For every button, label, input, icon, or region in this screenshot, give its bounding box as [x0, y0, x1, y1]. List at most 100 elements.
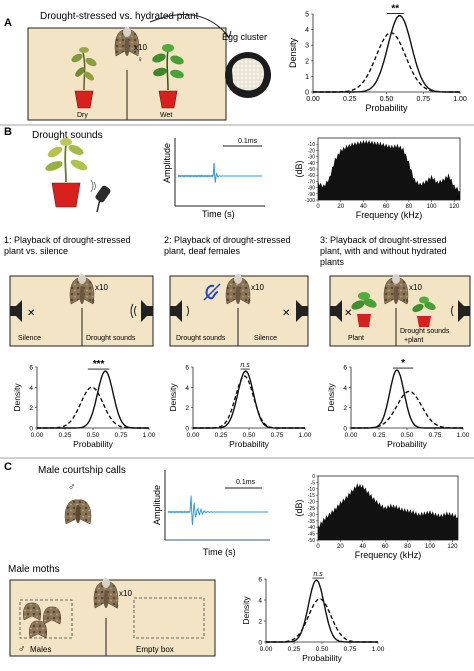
exp3-title: 3: Playback of drought-stressed [320, 235, 447, 245]
solid-density-line [351, 369, 463, 429]
freq-axis-label: Frequency (kHz) [356, 210, 423, 220]
x-tick-label: 0.00 [31, 432, 44, 439]
moth-icon [43, 606, 61, 625]
dashed-density-line [313, 32, 460, 93]
freq-tick-label: 20 [337, 544, 344, 550]
egg-cluster-label: Egg cluster [222, 32, 267, 42]
db-tick-label: -10 [308, 487, 315, 493]
panel-a: A Drought-stressed vs. hydrated plant Dr… [4, 4, 467, 121]
moth-icon [114, 27, 140, 57]
db-axis-label: (dB) [294, 499, 304, 516]
freq-tick-label: 80 [404, 544, 411, 550]
speaker-icon [296, 300, 308, 322]
ear-icon [205, 284, 219, 300]
speaker-icon [330, 300, 342, 322]
db-tick-label: -80 [308, 186, 315, 192]
y-axis-label: Density [241, 596, 251, 625]
speaker-icon [10, 300, 22, 322]
dashed-density-line [351, 390, 463, 429]
exp1-title: 1: Playback of drought-stressed [4, 235, 131, 245]
x-axis-label: Probability [365, 103, 408, 113]
moth-count-b1: x10 [95, 283, 108, 292]
female-symbol-icon: ♀ [114, 602, 120, 611]
significance-label: * [401, 358, 405, 369]
wet-label: Wet [160, 112, 172, 119]
hydrated-plant-icon [412, 296, 436, 327]
y-tick-label: 2 [305, 58, 309, 65]
male-symbol-icon: ♂ [18, 644, 26, 655]
freq-tick-label: 120 [449, 204, 460, 210]
db-tick-label: -100 [305, 198, 315, 204]
experiment-1: 1: Playback of drought-stressed plant vs… [4, 235, 131, 256]
y-axis-label: Density [288, 37, 298, 68]
mute-x-icon: ✕ [282, 308, 290, 319]
speaker-icon [170, 300, 189, 322]
x-tick-label: 0.75 [344, 646, 357, 653]
speaker-icon [130, 300, 153, 322]
density-chart-b2: 0.00 0.25 0.50 0.75 1.00 0 2 4 6 Probability Densi… [168, 362, 312, 449]
scale-bar-label: 0.1ms [238, 138, 258, 145]
mute-x-icon: ✕ [27, 308, 35, 319]
moth-icon [93, 578, 119, 609]
time-label: Time (s) [203, 547, 236, 557]
y-axis-label: Density [12, 383, 22, 412]
y-tick-label: 3 [305, 43, 309, 50]
experiment-2: 2: Playback of drought-stressed plant, d… [164, 235, 291, 256]
freq-tick-label: 80 [406, 204, 413, 210]
y-tick-label: 1 [305, 74, 309, 81]
panel-letter-b: B [4, 126, 12, 138]
moth-count-b2: x10 [251, 283, 264, 292]
db-tick-label: -50 [308, 167, 315, 173]
dashed-density-line [193, 375, 305, 429]
db-tick-label: -70 [308, 179, 315, 185]
x-tick-label: 1.00 [143, 432, 156, 439]
solid-density-line [266, 579, 378, 643]
moth-icon [69, 274, 95, 305]
spectrum-area [318, 483, 458, 540]
hydrated-plant-icon [351, 292, 377, 327]
moth-count-c: x10 [119, 589, 132, 598]
moth-count-b3: x10 [409, 283, 422, 292]
exp2-title-line2: plant, deaf females [164, 246, 241, 256]
moth-count-a: x10 [134, 43, 147, 52]
y-tick-label: 4 [185, 385, 189, 392]
wet-plant-icon [152, 44, 184, 109]
solid-density-line [193, 370, 305, 429]
scale-bar-label: 0.1ms [236, 479, 256, 486]
db-tick-label: -5 [311, 480, 316, 486]
amplitude-label: Amplitude [152, 485, 162, 525]
db-tick-label: -15 [308, 493, 315, 499]
db-tick-label: -20 [308, 500, 315, 506]
moth-icon [23, 602, 41, 621]
egg-cluster-icon [225, 52, 271, 98]
empty-box-label: Empty box [136, 645, 174, 654]
freq-tick-label: 40 [360, 204, 367, 210]
freq-superscript: 8 [457, 194, 460, 199]
freq-tick-label: 100 [425, 544, 436, 550]
x-tick-label: 0.25 [373, 432, 386, 439]
db-tick-label: -25 [308, 506, 315, 512]
y-tick-label: 4 [29, 385, 33, 392]
exp1-title-line2: plant vs. silence [4, 246, 68, 256]
spectrum-area [318, 139, 460, 200]
b2-left-label: Drought sounds [176, 335, 226, 342]
panel-letter-c: C [4, 461, 12, 473]
significance-label: n.s [313, 571, 323, 578]
spectrum-chart-c: 0-5-10-15-20-25-30-35-40-45-500 20 40 60 80 1… [294, 474, 459, 560]
db-tick-label: -35 [308, 519, 315, 525]
y-tick-label: 6 [258, 577, 262, 584]
drought-plant-icon [45, 138, 88, 208]
moth-icon [225, 274, 251, 305]
db-tick-label: -50 [308, 538, 315, 544]
db-tick-label: -40 [308, 525, 315, 531]
y-tick-label: 6 [185, 365, 189, 372]
solid-density-line [37, 370, 149, 429]
b3-left-label: Plant [348, 335, 364, 342]
y-tick-label: 0 [185, 426, 189, 433]
x-tick-label: 0.00 [306, 96, 320, 103]
y-tick-label: 0 [305, 90, 309, 97]
solid-density-line [313, 14, 460, 93]
freq-tick-label: 60 [383, 204, 390, 210]
arrow-icon [149, 14, 229, 37]
